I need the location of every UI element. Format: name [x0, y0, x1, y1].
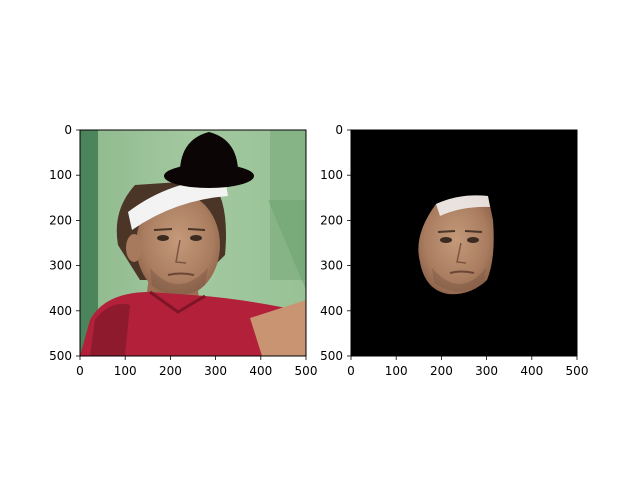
left-y-tick-label: 300	[49, 259, 72, 273]
left-axes-ticks: 0 100 200 300 400 500 0 100 200 300 400 500	[49, 123, 317, 378]
right-axes-frame	[350, 129, 578, 357]
left-y-tick-label: 100	[49, 168, 72, 182]
right-x-tick-label: 200	[430, 364, 453, 378]
right-x-tick-label: 500	[566, 364, 589, 378]
left-y-tick-label: 200	[49, 213, 72, 227]
right-y-tick-label: 100	[320, 168, 343, 182]
left-x-tick-label: 400	[249, 364, 272, 378]
left-x-tick-label: 300	[204, 364, 227, 378]
right-x-tick-label: 300	[475, 364, 498, 378]
right-y-tick-label: 200	[320, 213, 343, 227]
right-y-tick-label: 500	[320, 349, 343, 363]
left-axes-frame	[79, 129, 307, 357]
right-axes-ticks: 0 100 200 300 400 500 0 100 200 300 400 500	[320, 123, 588, 378]
left-x-tick-label: 100	[114, 364, 137, 378]
left-x-tick-label: 200	[159, 364, 182, 378]
right-y-tick-label: 300	[320, 259, 343, 273]
left-x-tick-label: 0	[76, 364, 84, 378]
photo-image	[80, 130, 306, 356]
right-x-tick-label: 400	[520, 364, 543, 378]
right-y-tick-label: 400	[320, 304, 343, 318]
right-y-tick-label: 0	[335, 123, 343, 137]
left-y-tick-label: 0	[64, 123, 72, 137]
right-x-tick-label: 100	[385, 364, 408, 378]
mask-image	[351, 130, 577, 356]
left-y-tick-label: 400	[49, 304, 72, 318]
left-x-tick-label: 500	[295, 364, 318, 378]
left-image-panel	[79, 129, 307, 357]
right-image-panel	[350, 129, 578, 357]
right-x-tick-label: 0	[347, 364, 355, 378]
left-y-tick-label: 500	[49, 349, 72, 363]
